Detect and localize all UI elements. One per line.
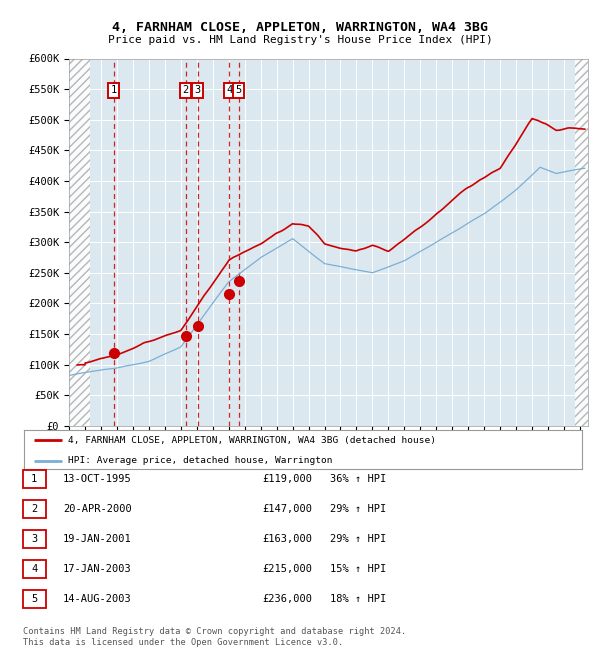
Text: 4, FARNHAM CLOSE, APPLETON, WARRINGTON, WA4 3BG: 4, FARNHAM CLOSE, APPLETON, WARRINGTON, …: [112, 21, 488, 34]
Text: 1: 1: [110, 85, 116, 96]
Text: 5: 5: [31, 593, 37, 604]
Text: 18% ↑ HPI: 18% ↑ HPI: [330, 593, 386, 604]
Text: 15% ↑ HPI: 15% ↑ HPI: [330, 564, 386, 574]
Text: Contains HM Land Registry data © Crown copyright and database right 2024.
This d: Contains HM Land Registry data © Crown c…: [23, 627, 406, 647]
Text: 19-JAN-2001: 19-JAN-2001: [63, 534, 132, 544]
Text: £163,000: £163,000: [262, 534, 312, 544]
Text: 36% ↑ HPI: 36% ↑ HPI: [330, 474, 386, 484]
Text: 4: 4: [226, 85, 233, 96]
Bar: [69, 58, 90, 426]
Text: 5: 5: [235, 85, 242, 96]
Text: HPI: Average price, detached house, Warrington: HPI: Average price, detached house, Warr…: [68, 456, 332, 465]
Text: 3: 3: [194, 85, 200, 96]
Text: £119,000: £119,000: [262, 474, 312, 484]
Text: £215,000: £215,000: [262, 564, 312, 574]
Text: 29% ↑ HPI: 29% ↑ HPI: [330, 504, 386, 514]
Text: 3: 3: [31, 534, 37, 544]
Text: 14-AUG-2003: 14-AUG-2003: [63, 593, 132, 604]
Text: £236,000: £236,000: [262, 593, 312, 604]
Text: 2: 2: [182, 85, 189, 96]
Text: 2: 2: [31, 504, 37, 514]
Text: £147,000: £147,000: [262, 504, 312, 514]
Text: 20-APR-2000: 20-APR-2000: [63, 504, 132, 514]
Text: 1: 1: [31, 474, 37, 484]
Text: 13-OCT-1995: 13-OCT-1995: [63, 474, 132, 484]
Bar: [575, 58, 588, 426]
Text: Price paid vs. HM Land Registry's House Price Index (HPI): Price paid vs. HM Land Registry's House …: [107, 35, 493, 46]
Text: 17-JAN-2003: 17-JAN-2003: [63, 564, 132, 574]
Text: 4: 4: [31, 564, 37, 574]
Text: 4, FARNHAM CLOSE, APPLETON, WARRINGTON, WA4 3BG (detached house): 4, FARNHAM CLOSE, APPLETON, WARRINGTON, …: [68, 436, 436, 445]
Text: 29% ↑ HPI: 29% ↑ HPI: [330, 534, 386, 544]
